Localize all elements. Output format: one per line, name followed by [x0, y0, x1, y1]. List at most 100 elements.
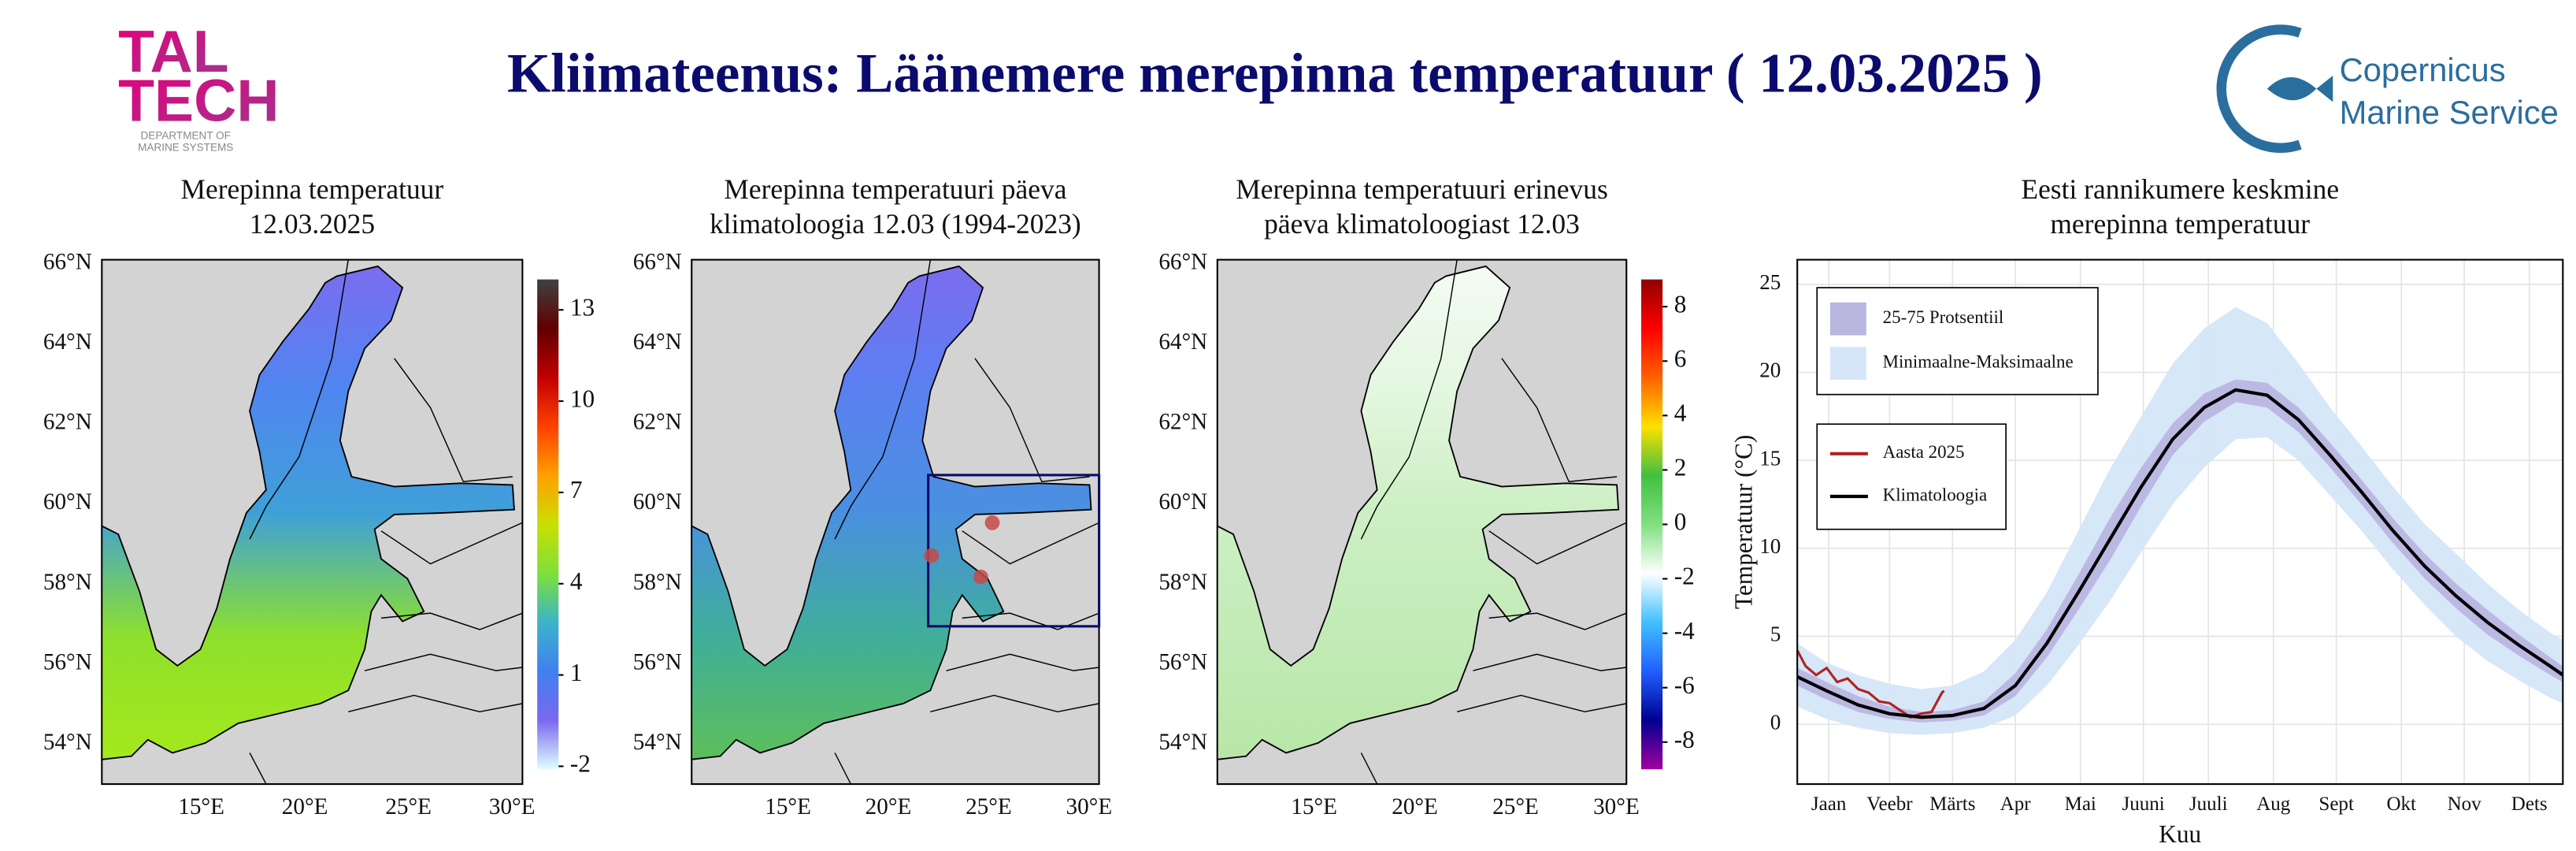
x-tick-label: Apr — [2000, 793, 2032, 815]
x-tick-label: Aug — [2256, 793, 2291, 815]
map-area — [691, 259, 1099, 785]
map-title: klimatoloogia 12.03 (1994-2023) — [710, 208, 1081, 240]
country-border — [380, 612, 523, 630]
lat-label: 54°N — [1158, 730, 1207, 755]
x-tick-label: Juuni — [2122, 793, 2165, 815]
chart-title: Eesti rannikumere keskmine — [2021, 173, 2339, 205]
colorbar-label: -2 — [1674, 563, 1695, 590]
lon-label: 15°E — [765, 794, 811, 819]
lat-label: 66°N — [1158, 249, 1207, 274]
legend-label: Aasta 2025 — [1883, 442, 1965, 462]
country-border — [946, 653, 1099, 671]
y-tick-label: 5 — [1770, 622, 1781, 646]
colorbar — [1641, 279, 1663, 770]
map-title: päeva klimatoloogiast 12.03 — [1264, 208, 1580, 240]
legend-swatch — [1829, 302, 1866, 336]
lat-label: 64°N — [43, 329, 92, 355]
lon-label: 30°E — [1066, 794, 1113, 819]
logo-left-text: TECH — [118, 67, 279, 133]
y-tick-label: 0 — [1770, 710, 1781, 734]
country-border — [249, 753, 267, 785]
colorbar-label: -4 — [1674, 617, 1695, 645]
legend-label: 25-75 Protsentiil — [1883, 307, 2004, 327]
country-border — [974, 358, 1090, 483]
logo-right-text: Marine Service — [2340, 94, 2559, 131]
country-border — [834, 753, 851, 785]
x-axis-label: Kuu — [2159, 820, 2201, 848]
legend-box — [1816, 423, 2007, 530]
sea — [691, 265, 1092, 760]
country-border — [1360, 753, 1378, 785]
country-border — [1456, 694, 1627, 713]
country-border — [930, 694, 1099, 713]
y-tick-label: 20 — [1759, 359, 1781, 382]
lat-label: 56°N — [43, 649, 92, 674]
lon-label: 15°E — [1291, 794, 1337, 819]
country-border — [364, 653, 523, 671]
colorbar-label: 4 — [1674, 399, 1687, 427]
country-border — [348, 694, 523, 713]
lat-label: 58°N — [43, 570, 92, 595]
lat-label: 58°N — [633, 570, 682, 595]
lon-label: 15°E — [178, 794, 224, 819]
sea — [1216, 265, 1620, 760]
logo-right-icon — [2216, 24, 2333, 153]
lat-label: 66°N — [633, 249, 682, 274]
lat-label: 60°N — [43, 489, 92, 515]
colorbar-label: -6 — [1674, 671, 1695, 699]
lat-label: 54°N — [633, 730, 682, 755]
line — [1796, 649, 1945, 719]
lon-label: 25°E — [966, 794, 1012, 819]
colorbar-label: 1 — [570, 659, 583, 686]
lon-label: 25°E — [385, 794, 432, 819]
y-tick-label: 10 — [1759, 534, 1781, 558]
colorbar-label: 4 — [570, 567, 583, 595]
country-border — [834, 259, 932, 540]
lat-label: 58°N — [1158, 570, 1207, 595]
lon-label: 20°E — [282, 794, 328, 819]
colorbar-label: 7 — [570, 476, 583, 504]
lat-label: 56°N — [633, 649, 682, 674]
station — [924, 548, 940, 563]
country-border — [1488, 522, 1627, 565]
country-border — [1488, 612, 1627, 630]
lat-label: 56°N — [1158, 649, 1207, 674]
lon-label: 20°E — [1392, 794, 1438, 819]
lat-label: 66°N — [43, 249, 92, 274]
logo-left-subtext: MARINE SYSTEMS — [138, 141, 233, 153]
lat-label: 54°N — [43, 730, 92, 755]
station — [973, 569, 988, 585]
y-tick-label: 15 — [1759, 446, 1781, 470]
map-area — [101, 259, 523, 785]
legend-label: Minimaalne-Maksimaalne — [1883, 351, 2074, 371]
x-tick-label: Mai — [2065, 793, 2096, 815]
lat-label: 60°N — [1158, 489, 1207, 515]
logo-right-text: Copernicus — [2340, 51, 2506, 88]
plot-frame — [1796, 258, 2564, 786]
line — [1796, 388, 2564, 719]
country-border — [962, 522, 1099, 565]
legend-label: Klimatoloogia — [1883, 485, 1988, 504]
lat-label: 62°N — [43, 410, 92, 435]
colorbar-label: -2 — [570, 750, 591, 778]
country-border — [962, 612, 1099, 630]
colorbar-label: 8 — [1674, 290, 1687, 318]
chart-title: merepinna temperatuur — [2050, 208, 2310, 240]
country-border — [1473, 653, 1627, 671]
legend-swatch — [1829, 347, 1866, 380]
map-area — [1216, 259, 1627, 785]
country-border — [249, 259, 349, 540]
logo-left-text: TAL — [118, 18, 228, 84]
lat-label: 64°N — [633, 329, 682, 355]
x-tick-label: Dets — [2511, 793, 2548, 815]
country-border — [1501, 358, 1618, 483]
lat-label: 64°N — [1158, 329, 1207, 355]
sea — [101, 265, 515, 760]
colorbar — [537, 279, 559, 770]
country-border — [1360, 259, 1458, 540]
x-tick-label: Veebr — [1866, 793, 1913, 815]
y-axis-label: Temperatuur (°C) — [1730, 435, 1758, 609]
country-border — [380, 522, 523, 565]
x-tick-label: Jaan — [1811, 793, 1847, 815]
